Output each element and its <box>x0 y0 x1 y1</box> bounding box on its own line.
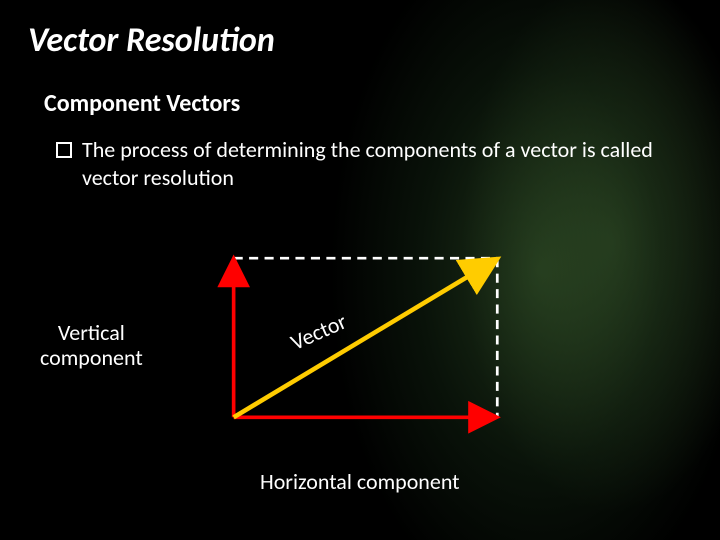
bullet-item: The process of determining the component… <box>56 136 692 191</box>
bullet-text: The process of determining the component… <box>82 136 692 191</box>
slide-subtitle: Component Vectors <box>44 89 692 118</box>
bullet-checkbox-icon <box>56 142 72 158</box>
slide-title: Vector Resolution <box>28 20 692 61</box>
vector-arrow <box>234 260 496 417</box>
horizontal-component-label: Horizontal component <box>260 468 460 495</box>
vertical-component-label: Vertical component <box>40 320 143 371</box>
slide: Vector Resolution Component Vectors The … <box>0 0 720 540</box>
vector-diagram <box>190 240 550 440</box>
vertical-label-line2: component <box>40 344 143 371</box>
vertical-label-line1: Vertical <box>58 319 125 346</box>
